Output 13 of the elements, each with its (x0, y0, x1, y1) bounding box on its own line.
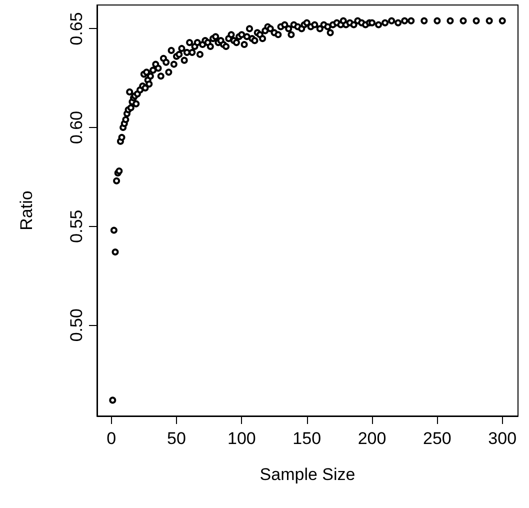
x-axis-title: Sample Size (260, 465, 356, 484)
x-tick-label: 150 (292, 429, 322, 448)
x-tick-label: 50 (167, 429, 186, 448)
y-tick-label: 0.50 (67, 308, 86, 342)
x-tick-label: 0 (106, 429, 116, 448)
y-tick-label: 0.55 (67, 210, 86, 243)
x-tick-label: 100 (227, 429, 256, 448)
y-tick-label: 0.60 (67, 110, 86, 144)
x-tick-label: 250 (423, 429, 452, 448)
y-axis-title: Ratio (17, 190, 36, 230)
y-tick-label: 0.65 (67, 12, 86, 46)
x-tick-label: 200 (358, 429, 386, 448)
x-tick-label: 300 (488, 429, 517, 448)
